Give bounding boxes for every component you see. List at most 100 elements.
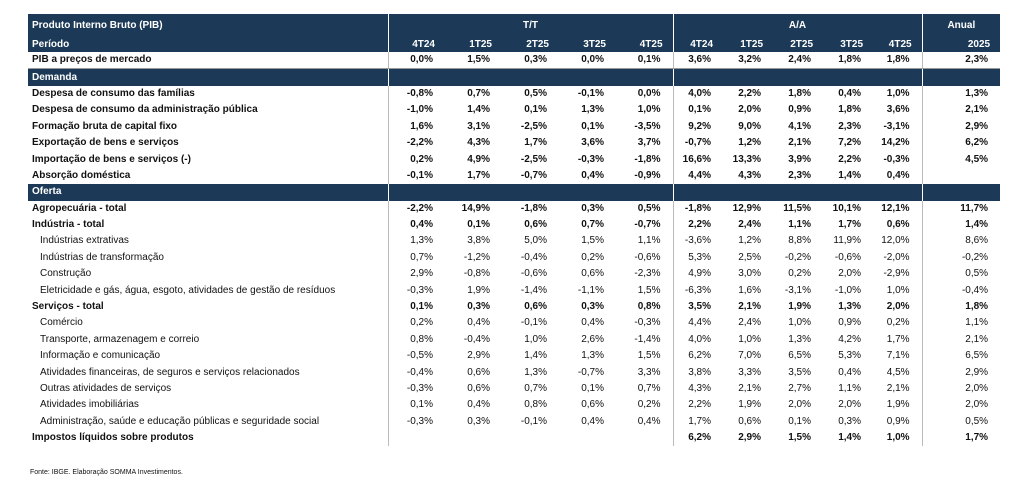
value-cell: 0,6% <box>581 399 604 411</box>
data-row: Despesa de consumo das famílias -0,8% 0,7%… <box>28 85 1001 103</box>
value-cell: -3,6% <box>672 233 724 250</box>
value-cell: -0,6% <box>634 251 661 263</box>
value-cell: -0,2% <box>921 249 1001 267</box>
period: 2025 <box>921 38 1001 52</box>
value-cell: 4,5% <box>886 366 910 378</box>
data-row: Despesa de consumo da administração públ… <box>28 102 1001 119</box>
row-label: Agropecuária - total <box>32 202 127 214</box>
row-label: PIB a preços de mercado <box>28 52 388 70</box>
value-cell: -0,3% <box>387 380 445 398</box>
group-header: A/A <box>672 14 923 38</box>
value-cell: -0,1% <box>577 87 604 99</box>
value-cell: 0,5% <box>524 87 547 99</box>
data-row: Importação de bens e serviços (-) 0,2% 4,9… <box>28 151 1001 168</box>
value-cell: 11,9% <box>833 235 862 247</box>
data-row: Indústria - total 0,4% 0,1% 0,6% 0,7% -0,7% 2,… <box>28 216 1001 234</box>
value-cell: 0,4% <box>581 169 604 181</box>
value-cell: 1,9% <box>738 399 762 411</box>
value-cell: 3,5% <box>672 298 724 316</box>
period: 4T24 <box>387 38 445 52</box>
section-label: Oferta <box>28 184 388 201</box>
table-container: Produto Interno Bruto (PIB) T/T A/A Anual Pe… <box>28 14 1001 447</box>
value-cell: -2,5% <box>520 120 547 132</box>
value-cell: 1,0% <box>886 432 910 444</box>
value-cell: 1,6% <box>738 284 762 296</box>
value-cell: 4,4% <box>672 315 724 332</box>
data-row: Construção 2,9% -0,8% -0,6% 0,6% -2,3% 4,9% 3,0… <box>28 266 1001 283</box>
value-cell: 6,2% <box>672 348 724 365</box>
value-cell: -0,4% <box>921 282 1001 299</box>
value-cell: 0,1% <box>387 397 445 414</box>
value-cell: 0,0% <box>559 52 616 70</box>
data-row: Outras atividades de serviços -0,3% 0,6% 0,… <box>28 380 1001 398</box>
value-cell: 0,3% <box>838 415 862 427</box>
row-label: Outras atividades de serviços <box>40 383 172 394</box>
value-cell: 3,6% <box>886 104 910 116</box>
value-cell: 1,4% <box>921 216 1001 234</box>
value-cell: 1,5% <box>637 350 661 362</box>
value-cell: -6,3% <box>672 282 724 299</box>
value-cell: 2,6% <box>581 333 604 345</box>
value-cell: 0,6% <box>886 219 910 231</box>
value-cell: -0,4% <box>520 251 547 263</box>
value-cell: -0,1% <box>520 317 547 329</box>
value-cell: -2,2% <box>387 200 445 217</box>
value-cell: 2,9% <box>921 364 1001 381</box>
value-cell: 0,6% <box>581 268 604 280</box>
value-cell: -1,4% <box>634 333 661 345</box>
value-cell: 1,5% <box>637 284 661 296</box>
row-label: Impostos líquidos sobre produtos <box>32 432 194 444</box>
value-cell: 2,9% <box>738 432 762 444</box>
value-cell: 0,1% <box>467 219 490 231</box>
value-cell: 2,0% <box>921 380 1001 398</box>
value-cell: 4,3% <box>738 169 762 181</box>
value-cell: 0,4% <box>637 415 661 427</box>
value-cell: 2,2% <box>838 153 862 165</box>
value-cell: -3,1% <box>883 120 910 132</box>
value-cell: -2,9% <box>883 268 910 280</box>
value-cell: 14,9% <box>461 202 490 214</box>
value-cell <box>445 430 502 446</box>
value-cell: 1,7% <box>921 429 1001 447</box>
value-cell: 0,4% <box>838 366 862 378</box>
value-cell: 3,6% <box>672 52 724 70</box>
value-cell: -0,4% <box>463 333 490 345</box>
data-row: Atividades financeiras, de seguros e ser… <box>28 364 1001 381</box>
value-cell: 3,2% <box>723 52 774 70</box>
value-cell: 1,6% <box>387 118 445 135</box>
value-cell: 0,6% <box>467 383 490 394</box>
value-cell: 16,6% <box>672 151 724 168</box>
value-cell: 0,3% <box>581 202 604 214</box>
value-cell: 11,5% <box>783 202 812 214</box>
value-cell: 1,7% <box>672 413 724 430</box>
value-cell: 0,8% <box>637 301 661 313</box>
value-cell: 0,8% <box>524 399 547 411</box>
period-label: Período <box>28 38 388 52</box>
value-cell: 0,4% <box>581 415 604 427</box>
value-cell: 4,9% <box>467 153 490 165</box>
value-cell: 5,3% <box>838 350 862 362</box>
value-cell: -0,2% <box>784 251 812 263</box>
value-cell: 1,3% <box>581 104 604 116</box>
value-cell: 13,3% <box>732 153 762 165</box>
value-cell: 11,7% <box>921 200 1001 217</box>
value-cell: 2,9% <box>387 266 445 283</box>
row-label: Importação de bens e serviços (-) <box>32 153 191 165</box>
value-cell: 4,5% <box>921 151 1001 168</box>
value-cell: 1,1% <box>788 219 812 231</box>
value-cell: 1,0% <box>738 333 762 345</box>
value-cell: 1,3% <box>524 366 547 378</box>
value-cell: -0,8% <box>463 268 490 280</box>
value-cell: 0,5% <box>921 266 1001 283</box>
value-cell: 0,9% <box>838 317 862 329</box>
section-fill <box>387 184 674 201</box>
section-row: Demanda <box>28 68 1001 86</box>
value-cell: 2,1% <box>788 137 812 149</box>
value-cell: 1,9% <box>886 399 910 411</box>
value-cell: 3,6% <box>581 137 604 149</box>
value-cell: 0,4% <box>886 169 910 181</box>
data-row: Administração, saúde e educação públicas… <box>28 413 1001 430</box>
value-cell: 4,9% <box>672 266 724 283</box>
value-cell: 2,1% <box>738 383 762 394</box>
section-label: Demanda <box>28 68 388 86</box>
